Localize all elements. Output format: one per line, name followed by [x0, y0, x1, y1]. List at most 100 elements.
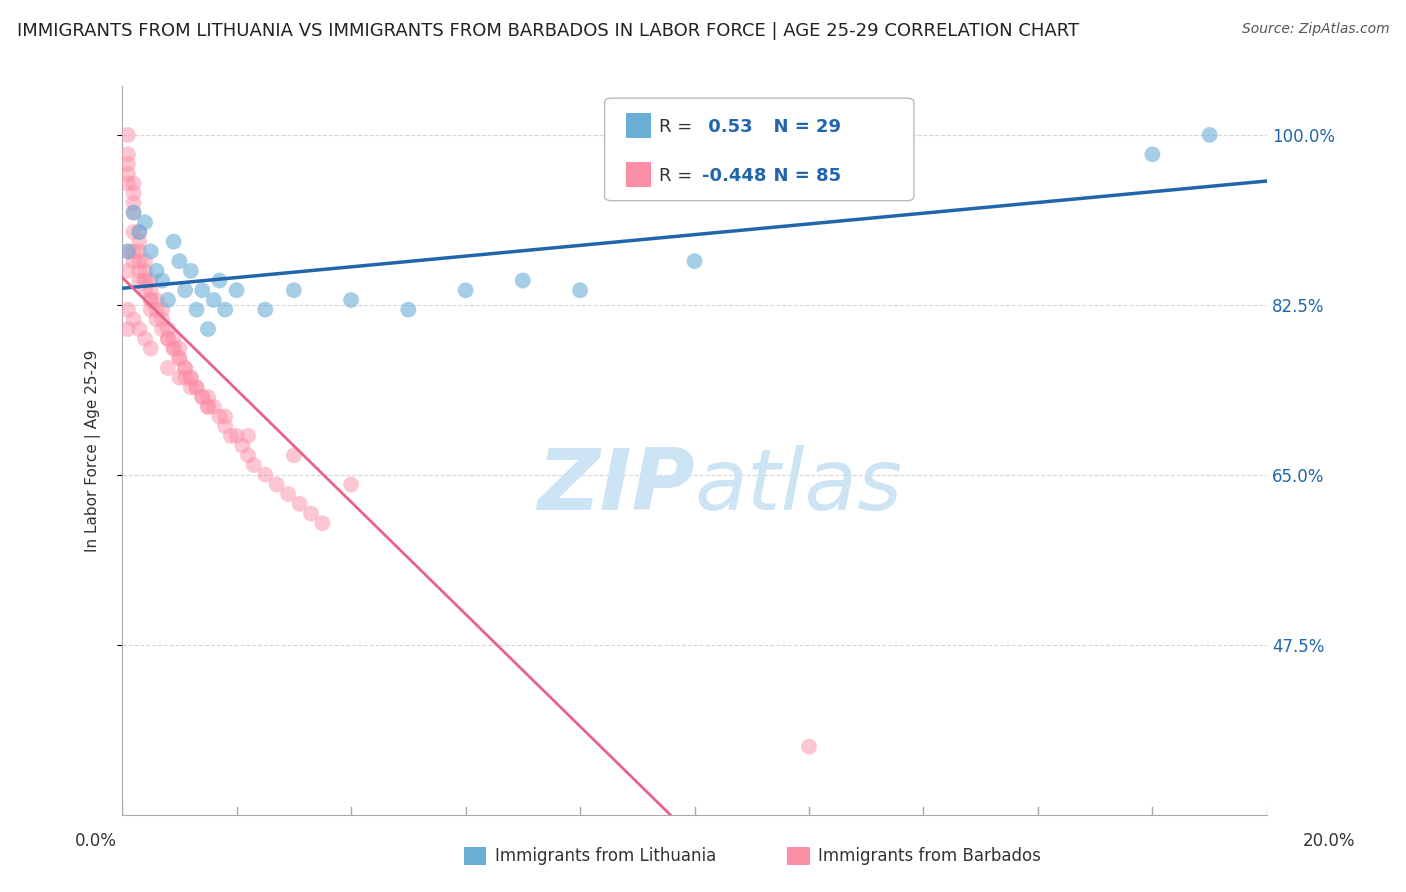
Point — [117, 244, 139, 259]
Point — [163, 235, 186, 249]
Point — [122, 312, 145, 326]
Point — [117, 244, 139, 259]
Point — [683, 254, 706, 268]
Point — [122, 244, 145, 259]
Point — [231, 439, 253, 453]
Point — [128, 225, 150, 239]
Point — [202, 293, 225, 307]
Point — [156, 322, 179, 336]
Point — [174, 360, 197, 375]
Point — [180, 370, 202, 384]
Point — [569, 283, 592, 297]
Point — [163, 342, 186, 356]
Point — [145, 302, 167, 317]
Point — [180, 370, 202, 384]
Point — [128, 225, 150, 239]
Point — [128, 244, 150, 259]
Text: R =: R = — [659, 118, 699, 136]
Text: Immigrants from Lithuania: Immigrants from Lithuania — [495, 847, 716, 865]
Point — [186, 380, 208, 394]
Point — [122, 225, 145, 239]
Point — [128, 264, 150, 278]
Point — [174, 370, 197, 384]
Text: 0.53: 0.53 — [702, 118, 752, 136]
Point — [139, 293, 162, 307]
Point — [242, 458, 264, 472]
Point — [396, 302, 419, 317]
Point — [156, 332, 179, 346]
Text: IMMIGRANTS FROM LITHUANIA VS IMMIGRANTS FROM BARBADOS IN LABOR FORCE | AGE 25-29: IMMIGRANTS FROM LITHUANIA VS IMMIGRANTS … — [17, 22, 1078, 40]
Point — [169, 254, 191, 268]
Point — [139, 283, 162, 297]
Point — [117, 167, 139, 181]
Point — [150, 312, 173, 326]
Point — [156, 360, 179, 375]
Point — [169, 351, 191, 366]
Point — [117, 157, 139, 171]
Text: Source: ZipAtlas.com: Source: ZipAtlas.com — [1241, 22, 1389, 37]
Point — [150, 274, 173, 288]
Point — [1198, 128, 1220, 142]
Point — [197, 322, 219, 336]
Point — [311, 516, 333, 531]
Point — [150, 322, 173, 336]
Point — [180, 380, 202, 394]
Point — [202, 400, 225, 414]
Point — [214, 419, 236, 434]
Point — [180, 264, 202, 278]
Point — [117, 177, 139, 191]
Point — [266, 477, 288, 491]
Point — [169, 370, 191, 384]
Text: Immigrants from Barbados: Immigrants from Barbados — [818, 847, 1042, 865]
Point — [254, 467, 277, 482]
Point — [454, 283, 477, 297]
Point — [134, 264, 156, 278]
Point — [512, 274, 534, 288]
Point — [191, 390, 214, 404]
Text: 20.0%: 20.0% — [1302, 831, 1355, 849]
Point — [117, 128, 139, 142]
Y-axis label: In Labor Force | Age 25-29: In Labor Force | Age 25-29 — [86, 350, 101, 551]
Point — [122, 195, 145, 210]
Point — [277, 487, 299, 501]
Point — [174, 283, 197, 297]
Text: ZIP: ZIP — [537, 445, 695, 528]
Point — [150, 302, 173, 317]
Point — [134, 332, 156, 346]
Text: N = 85: N = 85 — [761, 167, 841, 185]
Text: N = 29: N = 29 — [761, 118, 841, 136]
Point — [219, 429, 242, 443]
Point — [128, 322, 150, 336]
Point — [128, 235, 150, 249]
Point — [214, 302, 236, 317]
Point — [340, 477, 363, 491]
Point — [225, 283, 247, 297]
Point — [117, 147, 139, 161]
Text: atlas: atlas — [695, 445, 903, 528]
Point — [197, 400, 219, 414]
Point — [299, 507, 322, 521]
Point — [139, 274, 162, 288]
Point — [128, 274, 150, 288]
Point — [139, 244, 162, 259]
Point — [340, 293, 363, 307]
Point — [236, 448, 259, 462]
Point — [197, 400, 219, 414]
Point — [169, 351, 191, 366]
Point — [122, 205, 145, 219]
Point — [122, 186, 145, 201]
Point — [225, 429, 247, 443]
Point — [122, 177, 145, 191]
Point — [145, 312, 167, 326]
Point — [122, 205, 145, 219]
Point — [1142, 147, 1164, 161]
Point — [139, 302, 162, 317]
Point — [163, 342, 186, 356]
Point — [117, 322, 139, 336]
Point — [214, 409, 236, 424]
Text: R =: R = — [659, 167, 699, 185]
Point — [134, 254, 156, 268]
Point — [128, 254, 150, 268]
Point — [134, 215, 156, 229]
Point — [797, 739, 820, 754]
